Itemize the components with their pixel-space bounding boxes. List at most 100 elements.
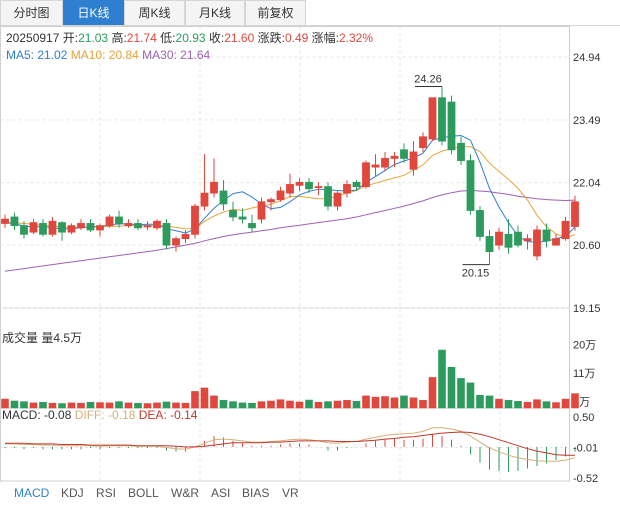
tab-weekly-k[interactable]: 周K线 (124, 0, 185, 25)
candle-body (542, 229, 551, 242)
dea-legend: DEA: -0.14 (139, 408, 198, 422)
low-label: 低: (160, 31, 176, 45)
tab-daily-k[interactable]: 日K线 (63, 0, 124, 25)
volume-bar (229, 401, 237, 409)
macd-tick-label: -0.52 (573, 473, 598, 485)
low-price-annotation: 20.15 (462, 268, 490, 280)
volume-bar (1, 398, 9, 409)
indicator-rsi[interactable]: RSI (96, 486, 117, 500)
volume-bar (96, 402, 104, 409)
volume-bar (400, 395, 408, 409)
volume-bar (105, 402, 114, 409)
volume-bar (286, 400, 294, 409)
volume-bar (210, 395, 218, 409)
ma10-legend: MA10: 20.84 (71, 48, 139, 62)
volume-bar (153, 402, 161, 409)
candle-body (115, 216, 123, 224)
change-label: 涨跌: (257, 31, 285, 45)
diff-legend: DIFF: -0.18 (75, 408, 136, 422)
volume-bar (67, 402, 76, 409)
volume-amount: 量4.5万 (41, 331, 83, 345)
volume-bar (10, 400, 19, 409)
indicator-asi[interactable]: ASI (211, 486, 231, 500)
indicator-macd[interactable]: MACD (14, 486, 50, 500)
candle-body (305, 181, 313, 190)
close-label: 收: (208, 31, 225, 45)
ma30-value: 21.64 (180, 48, 211, 62)
candle-body (561, 220, 570, 240)
ma30-line (4, 189, 576, 272)
kline-chart[interactable]: 24.9423.4922.0420.6019.1520万11万2万0.50-0.… (0, 26, 620, 506)
volume-bar (305, 399, 313, 409)
candle-body (181, 233, 190, 240)
macd-tick-label: 0.50 (573, 412, 594, 424)
volume-bar (200, 387, 209, 409)
candle-body (447, 101, 456, 151)
open-value: 21.03 (78, 31, 109, 45)
price-tick-label: 24.94 (573, 52, 601, 64)
candle-body (257, 201, 266, 220)
candle-body (229, 210, 237, 218)
pct-value: 2.32% (339, 31, 374, 45)
candle-body (10, 216, 19, 227)
volume-label: 成交量 (2, 331, 39, 345)
indicator-wr[interactable]: W&R (171, 486, 199, 500)
volume-bar (495, 398, 503, 409)
candle-body (105, 216, 114, 227)
volume-bar (419, 400, 427, 409)
volume-bar (438, 349, 446, 409)
candle-body (200, 192, 209, 207)
candle-body (67, 225, 76, 233)
volume-bar (542, 401, 551, 409)
volume-bar (77, 402, 85, 409)
period-tabs: 分时图 日K线 周K线 月K线 前复权 (0, 0, 620, 26)
candle-body (552, 238, 560, 246)
candle-body (210, 181, 218, 194)
tab-monthly-k[interactable]: 月K线 (185, 0, 245, 25)
price-tick-label: 23.49 (573, 115, 601, 127)
volume-bar (48, 402, 57, 409)
tab-intraday[interactable]: 分时图 (0, 0, 63, 25)
candle-body (286, 184, 294, 194)
change-value: 0.49 (284, 31, 309, 45)
indicator-vr[interactable]: VR (282, 486, 299, 500)
ma5-value: 21.02 (37, 48, 68, 62)
macd-legend: MACD: -0.08 DIFF: -0.18 DEA: -0.14 (2, 408, 197, 422)
volume-bar (276, 399, 285, 409)
volume-bar (295, 401, 304, 409)
candle-body (514, 231, 522, 246)
ma10-value: 20.84 (108, 48, 139, 62)
macd-value: -0.08 (44, 408, 72, 422)
volume-bar (343, 400, 351, 409)
indicator-bias[interactable]: BIAS (242, 486, 270, 500)
volume-bar (29, 402, 38, 409)
tab-divider (0, 25, 620, 26)
tab-forward-adjusted[interactable]: 前复权 (245, 0, 306, 25)
volume-bar (561, 398, 570, 409)
high-value: 21.74 (126, 31, 157, 45)
indicator-kdj[interactable]: KDJ (61, 486, 84, 500)
candle-body (381, 158, 389, 168)
volume-bar (115, 401, 123, 409)
candle-body (504, 233, 513, 248)
indicator-boll[interactable]: BOLL (128, 486, 159, 500)
ma30-legend: MA30: 21.64 (142, 48, 210, 62)
candle-body (96, 225, 104, 231)
volume-bar (485, 395, 494, 409)
dea-value: -0.14 (170, 408, 198, 422)
volume-bar (381, 396, 389, 409)
candle-body (390, 155, 399, 159)
volume-bar (466, 382, 475, 409)
volume-bar (324, 401, 332, 409)
ma30-label: MA30: (142, 48, 177, 62)
candle-body (48, 220, 57, 235)
candle-body (466, 160, 475, 211)
candle-body (29, 222, 38, 233)
price-panel-frame (0, 26, 570, 309)
candle-body (362, 162, 370, 188)
pct-label: 涨幅: (311, 31, 339, 45)
diff-label: DIFF: (74, 408, 105, 422)
volume-bar (409, 397, 418, 409)
volume-bar (86, 401, 95, 409)
candle-body (134, 223, 142, 229)
